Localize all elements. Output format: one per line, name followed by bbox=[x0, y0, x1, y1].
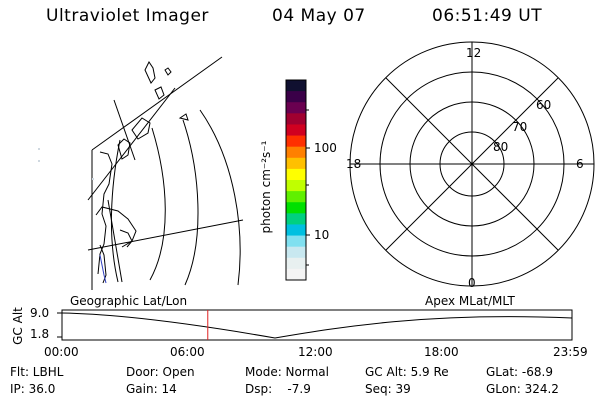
altitude-curve bbox=[61, 312, 573, 339]
geographic-map-label: Geographic Lat/Lon bbox=[70, 294, 188, 308]
colorbar-segment bbox=[286, 257, 306, 270]
gain-info: Gain: 14 bbox=[126, 382, 177, 396]
altitude-ylabel: GC Alt bbox=[11, 307, 25, 345]
colorbar-label-100: 100 bbox=[314, 141, 337, 155]
glon-info: GLon: 324.2 bbox=[486, 382, 559, 396]
altitude-plot bbox=[57, 309, 573, 341]
altitude-ytick-min: 1.8 bbox=[30, 327, 50, 341]
colorbar-unit-label: photon cm⁻²s⁻¹ bbox=[259, 140, 273, 234]
mode-info: Mode: Normal bbox=[245, 365, 329, 379]
colorbar-segment bbox=[286, 202, 306, 214]
altitude-ytick-max: 9.0 bbox=[30, 306, 50, 320]
colorbar-segment bbox=[286, 268, 306, 281]
colorbar-segment bbox=[286, 91, 306, 103]
colorbar-segment bbox=[286, 146, 306, 159]
colorbar-segment bbox=[286, 213, 306, 225]
lat-label-60: 60 bbox=[536, 98, 552, 112]
lat-label-80: 80 bbox=[493, 140, 509, 154]
colorbar-segment bbox=[286, 113, 306, 125]
instrument-title: Ultraviolet Imager bbox=[46, 6, 209, 26]
colorbar-segment bbox=[286, 224, 306, 237]
xtick-0000: 00:00 bbox=[44, 345, 79, 359]
colorbar-segment bbox=[286, 235, 306, 248]
mlt-label-12: 12 bbox=[466, 46, 482, 60]
colorbar-segment bbox=[286, 168, 306, 181]
gc-alt-info: GC Alt: 5.9 Re bbox=[365, 365, 449, 379]
colorbar-segment bbox=[286, 191, 306, 203]
xtick-1800: 18:00 bbox=[424, 345, 459, 359]
time-label: 06:51:49 UT bbox=[432, 6, 543, 26]
filter-info: Flt: LBHL bbox=[10, 365, 64, 379]
date-label: 04 May 07 bbox=[272, 6, 366, 26]
mlt-label-0: 0 bbox=[468, 276, 476, 290]
door-info: Door: Open bbox=[126, 365, 195, 379]
mlt-label-18: 18 bbox=[346, 157, 362, 171]
colorbar-segment bbox=[286, 157, 306, 170]
lat-label-70: 70 bbox=[512, 120, 528, 134]
xtick-1200: 12:00 bbox=[298, 345, 333, 359]
colorbar-segment bbox=[286, 246, 306, 259]
colorbar-frame bbox=[285, 79, 307, 281]
seq-info: Seq: 39 bbox=[365, 382, 411, 396]
apex-map-label: Apex MLat/MLT bbox=[425, 294, 515, 308]
colorbar-segment bbox=[286, 124, 306, 137]
colorbar-segment bbox=[286, 135, 306, 148]
xtick-2359: 23:59 bbox=[553, 345, 588, 359]
ip-info: IP: 36.0 bbox=[10, 382, 56, 396]
noise-pixels bbox=[38, 148, 94, 180]
xtick-0600: 06:00 bbox=[170, 345, 205, 359]
colorbar-segment bbox=[286, 102, 306, 114]
colorbar-label-10: 10 bbox=[314, 228, 330, 242]
colorbar-segment bbox=[286, 180, 306, 192]
colorbar bbox=[286, 80, 306, 281]
mlt-label-6: 6 bbox=[576, 157, 584, 171]
glat-info: GLat: -68.9 bbox=[486, 365, 553, 379]
colorbar-segment bbox=[286, 80, 306, 92]
polar-grid bbox=[349, 41, 595, 287]
blue-orbit-track bbox=[99, 254, 107, 284]
dsp-info: Dsp: -7.9 bbox=[245, 382, 311, 396]
geographic-map bbox=[87, 56, 244, 290]
